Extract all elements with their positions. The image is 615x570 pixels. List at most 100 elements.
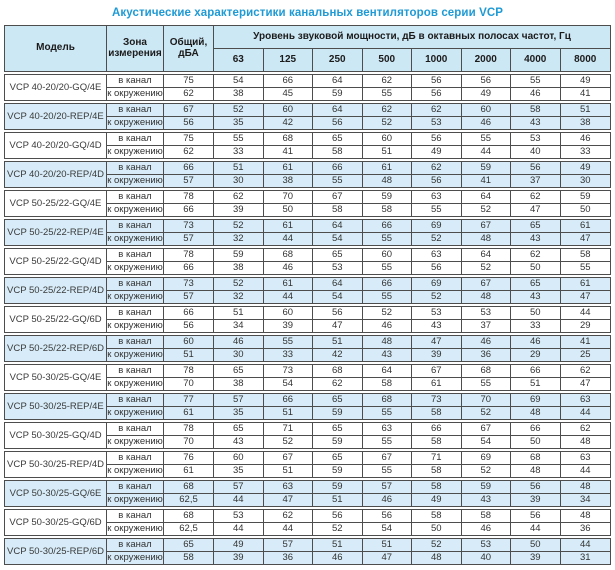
column-header-frequency-63: 63: [214, 49, 264, 71]
spl-value-ambient: 49: [412, 146, 462, 158]
spl-value-ambient: 30: [214, 175, 264, 187]
spl-value-duct: 65: [313, 394, 363, 407]
spl-value-ambient: 52: [313, 523, 363, 535]
spl-value-duct: 60: [461, 104, 511, 117]
zone-label-duct: в канал: [107, 307, 164, 320]
total-dba-duct: 76: [164, 452, 214, 465]
spl-value-ambient: 51: [313, 494, 363, 506]
spl-value-duct: 65: [214, 423, 264, 436]
spl-value-duct: 57: [214, 394, 264, 407]
spl-value-duct: 49: [214, 539, 264, 552]
spl-value-duct: 58: [461, 510, 511, 523]
spl-value-ambient: 36: [462, 349, 511, 361]
spl-value-ambient: 47: [579, 233, 591, 244]
zone-label-duct: в канал: [107, 336, 164, 349]
spl-value-ambient: 55: [363, 465, 412, 477]
spl-value-ambient: 54: [462, 436, 511, 448]
total-dba-duct: 73: [164, 220, 214, 233]
spl-value-ambient: 44: [579, 407, 591, 418]
model-row-group: VCP 40-20/20-REP/4D в канал 66 51 61 66 …: [4, 161, 611, 188]
spl-value-duct: 67: [412, 365, 462, 378]
zone-label-duct: в канал: [107, 278, 164, 291]
model-name: VCP 40-20/20-REP/4D: [5, 162, 107, 187]
spl-value-ambient: 35: [214, 407, 264, 419]
zone-label-duct: в канал: [107, 162, 164, 175]
spl-value-duct: 63: [560, 452, 610, 465]
zone-label-ambient: к окружению: [107, 436, 164, 448]
model-row-group: VCP 50-30/25-GQ/6D в канал 68 53 62 56 5…: [4, 509, 611, 536]
zone-label-duct: в канал: [107, 75, 164, 88]
spl-value-ambient: 49: [462, 88, 511, 100]
spl-value-ambient: 29: [511, 349, 561, 361]
spl-value-ambient: 50: [579, 204, 591, 215]
spl-value-duct: 67: [461, 220, 511, 233]
model-name: VCP 40-20/20-GQ/4E: [5, 75, 107, 100]
spl-value-ambient: 54: [313, 233, 363, 245]
total-dba-ambient: 57: [164, 291, 214, 303]
spl-value-ambient: 33: [511, 320, 561, 332]
zone-label-ambient: к окружению: [107, 552, 164, 564]
spl-value-duct: 65: [313, 423, 363, 436]
spl-value-duct: 48: [362, 336, 412, 349]
spl-value-ambient: 55: [363, 436, 412, 448]
spl-value-ambient: 47: [264, 494, 313, 506]
model-name: VCP 50-30/25-GQ/6D: [5, 510, 107, 535]
total-dba-duct: 66: [164, 162, 214, 175]
zone-label-duct: в канал: [107, 133, 164, 146]
spl-value-duct: 41: [560, 336, 610, 349]
spl-value-ambient: 43: [511, 117, 561, 129]
model-row-group: VCP 40-20/20-GQ/4D в канал 75 55 68 65 6…: [4, 132, 611, 159]
spl-value-duct: 56: [461, 75, 511, 88]
spl-value-ambient: 53: [412, 117, 462, 129]
spl-value-duct: 49: [560, 162, 610, 175]
table-body: VCP 40-20/20-GQ/4E в канал 75 54 66 64 6…: [4, 74, 611, 565]
spl-value-ambient: 44: [462, 146, 511, 158]
column-header-model: Модель: [5, 26, 107, 71]
spl-value-ambient: 35: [214, 465, 264, 477]
page-title: Акустические характеристики канальных ве…: [111, 7, 504, 19]
spl-value-duct: 65: [313, 452, 363, 465]
spl-value-duct: 51: [214, 162, 264, 175]
spl-value-duct: 56: [511, 510, 561, 523]
spl-value-ambient: 52: [462, 204, 511, 216]
spl-value-ambient: 38: [214, 88, 264, 100]
spl-value-ambient: 34: [579, 494, 591, 505]
spl-value-duct: 52: [362, 307, 412, 320]
spl-value-duct: 70: [263, 191, 313, 204]
zone-label-ambient: к окружению: [107, 465, 164, 477]
spl-value-duct: 44: [560, 307, 610, 320]
zone-label-duct: в канал: [107, 191, 164, 204]
total-dba-ambient: 51: [164, 349, 214, 361]
column-header-frequency-4000: 4000: [511, 49, 561, 71]
spl-value-ambient: 25: [579, 349, 591, 360]
spl-value-duct: 46: [214, 336, 264, 349]
spl-value-ambient: 55: [363, 291, 412, 303]
model-name: VCP 50-30/25-REP/4E: [5, 394, 107, 419]
total-dba-ambient: 62: [164, 88, 214, 100]
spl-value-duct: 55: [511, 75, 561, 88]
spl-value-ambient: 58: [313, 204, 363, 216]
total-dba-duct: 60: [164, 336, 214, 349]
spl-value-ambient: 46: [363, 320, 412, 332]
total-dba-ambient: 61: [164, 465, 214, 477]
spl-value-ambient: 36: [264, 552, 313, 564]
spl-value-ambient: 39: [511, 552, 561, 564]
total-dba-duct: 65: [164, 539, 214, 552]
spl-value-ambient: 47: [511, 204, 561, 216]
spl-value-ambient: 43: [511, 291, 561, 303]
model-row-group: VCP 50-25/22-GQ/6D в канал 66 51 60 56 5…: [4, 306, 611, 333]
spl-value-ambient: 43: [511, 233, 561, 245]
model-name: VCP 50-30/25-REP/6D: [5, 539, 107, 564]
spl-value-duct: 57: [362, 481, 412, 494]
spl-value-ambient: 59: [313, 88, 363, 100]
model-row-group: VCP 50-30/25-REP/4E в канал 77 57 66 65 …: [4, 393, 611, 420]
column-header-frequency-125: 125: [264, 49, 313, 71]
model-row-group: VCP 50-30/25-GQ/6E в канал 68 57 63 59 5…: [4, 480, 611, 507]
spl-value-duct: 66: [362, 278, 412, 291]
spl-value-ambient: 35: [214, 117, 264, 129]
spl-value-ambient: 50: [511, 436, 561, 448]
total-dba-duct: 78: [164, 249, 214, 262]
column-header-total-dba: Общий, дБА: [164, 26, 214, 71]
spl-value-duct: 51: [313, 539, 363, 552]
spl-value-duct: 56: [412, 75, 462, 88]
